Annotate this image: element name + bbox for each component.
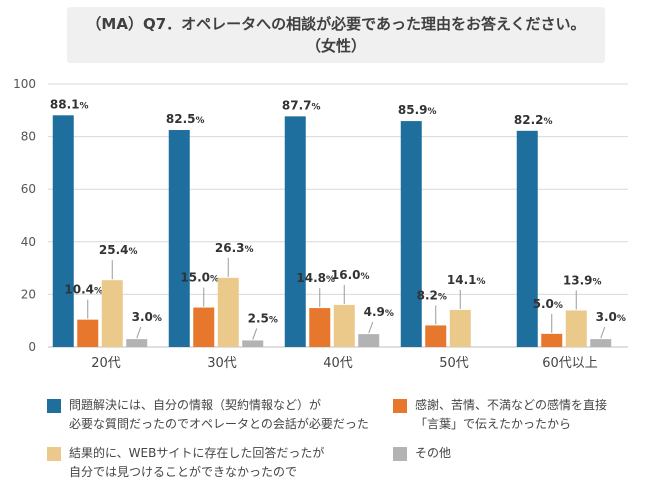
data-label: 3.0% bbox=[596, 310, 626, 324]
y-tick-label: 100 bbox=[13, 77, 36, 91]
legend-label-series-1-line-2: 必要な質問だったのでオペレータとの会話が必要だった bbox=[69, 417, 369, 431]
x-tick-label: 40代 bbox=[323, 356, 353, 371]
data-label: 85.9% bbox=[398, 103, 437, 117]
y-tick-label: 40 bbox=[21, 235, 36, 249]
legend-swatch-series-3 bbox=[47, 447, 61, 461]
bar-1 bbox=[284, 116, 306, 347]
bar-4 bbox=[126, 339, 148, 347]
legend-label-series-2-line-1: 感謝、苦情、不満などの感情を直接 bbox=[415, 398, 608, 412]
data-label: 82.5% bbox=[166, 112, 205, 126]
bar-3 bbox=[101, 280, 123, 347]
bar-1 bbox=[168, 130, 190, 347]
data-label: 25.4% bbox=[99, 243, 138, 257]
y-tick-label: 60 bbox=[21, 182, 36, 196]
data-label: 14.8% bbox=[296, 271, 335, 285]
legend-swatch-series-4 bbox=[393, 447, 407, 461]
data-label-leader bbox=[368, 321, 374, 334]
legend-label-series-2-line-2: 「言葉」で伝えたかったから bbox=[415, 417, 572, 431]
bar-2 bbox=[309, 308, 331, 347]
bar-1 bbox=[516, 130, 538, 347]
chart-title-box: （MA）Q7．オペレータへの相談が必要であった理由をお答えください。 （女性） bbox=[67, 7, 605, 63]
legend-swatch-series-1 bbox=[47, 399, 61, 413]
bar-4 bbox=[358, 334, 380, 347]
bar-3 bbox=[217, 277, 239, 347]
bar-1 bbox=[52, 115, 74, 347]
chart-title-line-1: （MA）Q7．オペレータへの相談が必要であった理由をお答えください。 bbox=[86, 15, 586, 33]
legend-label-series-3-line-2: 自分では見つけることができなかったので bbox=[69, 465, 298, 479]
bar-2 bbox=[425, 325, 447, 347]
bar-chart: 0 20 40 60 80 100 20代 88.1% 10.4% 25.4% 3.0% 30代 82.… bbox=[13, 77, 628, 371]
x-tick-label: 30代 bbox=[207, 356, 237, 371]
data-label: 10.4% bbox=[64, 283, 103, 297]
bar-2 bbox=[541, 333, 563, 347]
data-label: 4.9% bbox=[364, 305, 394, 319]
data-label: 13.9% bbox=[563, 273, 602, 287]
legend-label-series-1: 問題解決には、自分の情報（契約情報など）が 必要な質問だったのでオペレータとの会… bbox=[69, 396, 369, 434]
data-label: 82.2% bbox=[514, 113, 553, 127]
bar-1 bbox=[400, 121, 422, 347]
data-label: 14.1% bbox=[447, 273, 486, 287]
x-tick-label: 20代 bbox=[91, 356, 121, 371]
data-label: 5.0% bbox=[533, 297, 563, 311]
data-label: 88.1% bbox=[50, 97, 89, 111]
data-label-leader bbox=[136, 326, 142, 339]
x-tick-label: 60代以上 bbox=[542, 356, 598, 371]
legend-item-series-3: 結果的に、WEBサイトに存在した回答だったが 自分では見つけることができなかった… bbox=[47, 444, 324, 482]
legend-item-series-2: 感謝、苦情、不満などの感情を直接 「言葉」で伝えたかったから bbox=[393, 396, 607, 434]
data-label: 87.7% bbox=[282, 98, 321, 112]
legend-label-series-2: 感謝、苦情、不満などの感情を直接 「言葉」で伝えたかったから bbox=[415, 396, 607, 434]
data-label-leader bbox=[252, 328, 258, 340]
data-label: 26.3% bbox=[215, 241, 254, 255]
data-label: 3.0% bbox=[132, 310, 162, 324]
legend-item-series-1: 問題解決には、自分の情報（契約情報など）が 必要な質問だったのでオペレータとの会… bbox=[47, 396, 369, 434]
legend-label-series-1-line-1: 問題解決には、自分の情報（契約情報など）が bbox=[69, 398, 322, 412]
legend-label-series-3: 結果的に、WEBサイトに存在した回答だったが 自分では見つけることができなかった… bbox=[69, 444, 324, 482]
y-tick-label: 0 bbox=[28, 340, 36, 354]
legend-label-series-3-line-1: 結果的に、WEBサイトに存在した回答だったが bbox=[69, 446, 325, 460]
y-tick-label: 80 bbox=[21, 130, 36, 144]
legend-label-series-4-line-1: その他 bbox=[415, 446, 452, 460]
bar-4 bbox=[590, 339, 612, 347]
data-label: 2.5% bbox=[248, 311, 278, 325]
bar-2 bbox=[193, 307, 215, 347]
data-label: 16.0% bbox=[331, 268, 370, 282]
legend-item-series-4: その他 bbox=[393, 444, 451, 463]
chart-title-line-2: （女性） bbox=[305, 37, 366, 55]
data-label: 8.2% bbox=[417, 288, 447, 302]
bar-4 bbox=[242, 340, 264, 347]
bar-3 bbox=[449, 309, 471, 347]
data-label-leader bbox=[600, 326, 606, 339]
legend-swatch-series-2 bbox=[393, 399, 407, 413]
x-tick-label: 50代 bbox=[439, 356, 469, 371]
legend-label-series-4: その他 bbox=[415, 444, 451, 463]
bar-2 bbox=[77, 319, 99, 347]
bar-3 bbox=[333, 304, 355, 347]
data-label: 15.0% bbox=[180, 271, 219, 285]
bar-3 bbox=[565, 310, 587, 347]
chart-legend: 問題解決には、自分の情報（契約情報など）が 必要な質問だったのでオペレータとの会… bbox=[0, 392, 670, 492]
y-tick-label: 20 bbox=[21, 287, 36, 301]
